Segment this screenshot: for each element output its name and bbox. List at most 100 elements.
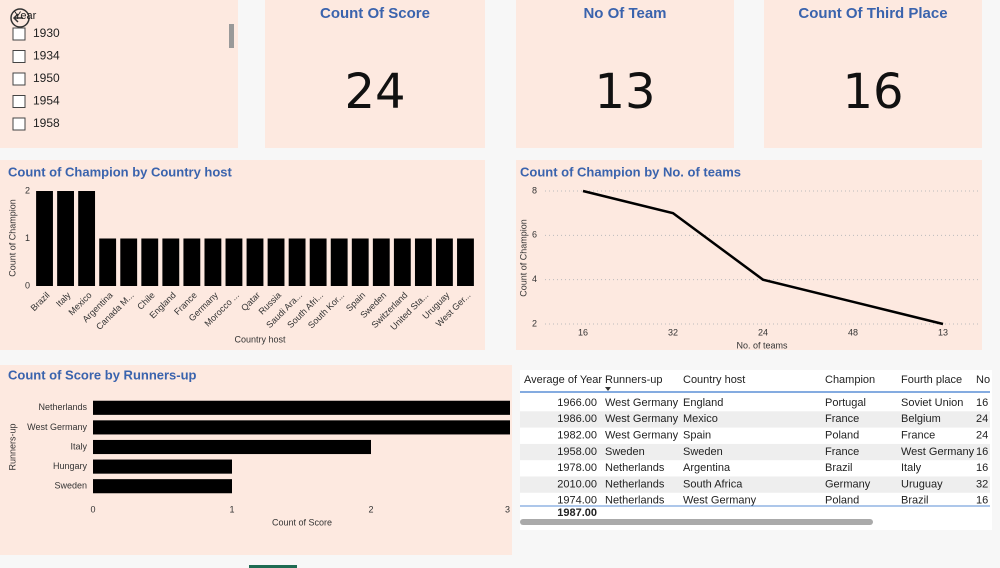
x-tick-label: 32 — [668, 327, 678, 337]
bar — [57, 191, 74, 286]
y-tick-label: 2 — [25, 185, 30, 195]
sort-icon — [605, 387, 611, 391]
x-axis-title: No. of teams — [736, 340, 788, 350]
table-cell: 1958.00 — [557, 446, 597, 458]
table-cell: 1974.00 — [557, 495, 597, 507]
table-cell: 32 — [976, 478, 988, 490]
column-header: Country host — [683, 374, 745, 386]
row-band — [520, 411, 990, 428]
table-cell: 16 — [976, 446, 988, 458]
bar — [162, 238, 180, 286]
table-cell: Netherlands — [605, 462, 665, 474]
bar — [93, 439, 371, 455]
table-cell: Portugal — [825, 397, 866, 409]
table-cell: Poland — [825, 495, 859, 507]
table-cell: South Africa — [683, 478, 743, 490]
y-tick-label: Hungary — [53, 461, 88, 471]
y-tick-label: Netherlands — [38, 402, 87, 412]
table-cell: West Germany — [605, 430, 679, 442]
bar — [351, 238, 369, 286]
bar — [267, 238, 285, 286]
card-panel — [265, 0, 485, 148]
table-cell: France — [825, 446, 859, 458]
bar — [93, 479, 232, 494]
card-title: Count Of Score — [320, 5, 430, 22]
scrollbar[interactable] — [229, 24, 234, 48]
checkbox — [12, 72, 26, 86]
page-tab[interactable] — [249, 565, 297, 568]
checkbox — [12, 117, 26, 131]
table-cell: 24 — [976, 430, 988, 442]
y-axis-title: Count of Champion — [7, 199, 17, 277]
back-arrow — [12, 13, 23, 23]
table-cell: Mexico — [683, 413, 718, 425]
bar — [99, 238, 117, 286]
table-cell: Belgium — [901, 413, 941, 425]
bar — [330, 238, 348, 286]
slicer-item: 1930 — [33, 26, 60, 40]
bar — [183, 238, 201, 286]
table-cell: Netherlands — [605, 495, 665, 507]
chart-panel — [0, 365, 512, 555]
card-value: 13 — [594, 64, 655, 120]
table-cell: Uruguay — [901, 478, 943, 490]
card-panel — [516, 0, 734, 148]
table-cell: West Germany — [605, 413, 679, 425]
table-cell: Spain — [683, 430, 711, 442]
x-tick-label: 48 — [848, 327, 858, 337]
slicer-item: 1934 — [33, 49, 60, 63]
table-cell: 16 — [976, 397, 988, 409]
table-cell: 1978.00 — [557, 462, 597, 474]
x-tick-label: 1 — [229, 504, 234, 514]
column-header: Champion — [825, 374, 875, 386]
y-tick-label: 1 — [25, 233, 30, 243]
bar — [93, 420, 510, 435]
table-cell: France — [825, 413, 859, 425]
table-cell: Italy — [901, 462, 922, 474]
checkbox — [12, 27, 26, 41]
table-cell: England — [683, 397, 723, 409]
table-cell: Netherlands — [605, 478, 665, 490]
chart-title: Count of Champion by No. of teams — [520, 164, 741, 179]
y-tick-label: 0 — [25, 280, 30, 290]
table-cell: Poland — [825, 430, 859, 442]
bar — [93, 400, 510, 415]
x-tick-label: 24 — [758, 327, 768, 337]
table-cell: 24 — [976, 413, 988, 425]
table-cell: 1982.00 — [557, 430, 597, 442]
card-title: Count Of Third Place — [798, 5, 947, 22]
card-panel — [764, 0, 982, 148]
table-cell: 1986.00 — [557, 413, 597, 425]
table-total: 1987.00 — [557, 507, 597, 519]
table-cell: Brazil — [901, 495, 929, 507]
card-value: 24 — [344, 64, 405, 120]
y-axis-title: Count of Champion — [518, 219, 528, 297]
y-tick-label: West Germany — [27, 422, 87, 432]
back-button[interactable] — [10, 8, 30, 28]
x-tick-label: 3 — [505, 504, 510, 514]
checkbox — [12, 95, 26, 108]
card-value: 16 — [842, 64, 903, 120]
chart-title: Count of Score by Runners-up — [8, 367, 197, 382]
table-cell: West Germany — [605, 397, 679, 409]
table-cell: Argentina — [683, 462, 731, 474]
x-tick-label: 2 — [368, 504, 373, 514]
bar — [204, 238, 222, 286]
chart-panel — [516, 160, 982, 350]
y-axis-title: Runners-up — [7, 423, 17, 470]
table-scrollbar[interactable] — [520, 519, 873, 525]
y-tick-label: 2 — [532, 318, 537, 328]
row-band — [520, 443, 990, 461]
row-band — [520, 476, 990, 493]
table-cell: Brazil — [825, 462, 853, 474]
bar — [246, 238, 264, 286]
table-cell: 1966.00 — [557, 397, 597, 409]
table-cell: France — [901, 430, 935, 442]
bar — [436, 238, 453, 286]
bar — [457, 238, 474, 286]
bar — [309, 238, 327, 286]
table-cell: 2010.00 — [557, 478, 597, 490]
table-cell: Sweden — [683, 446, 723, 458]
